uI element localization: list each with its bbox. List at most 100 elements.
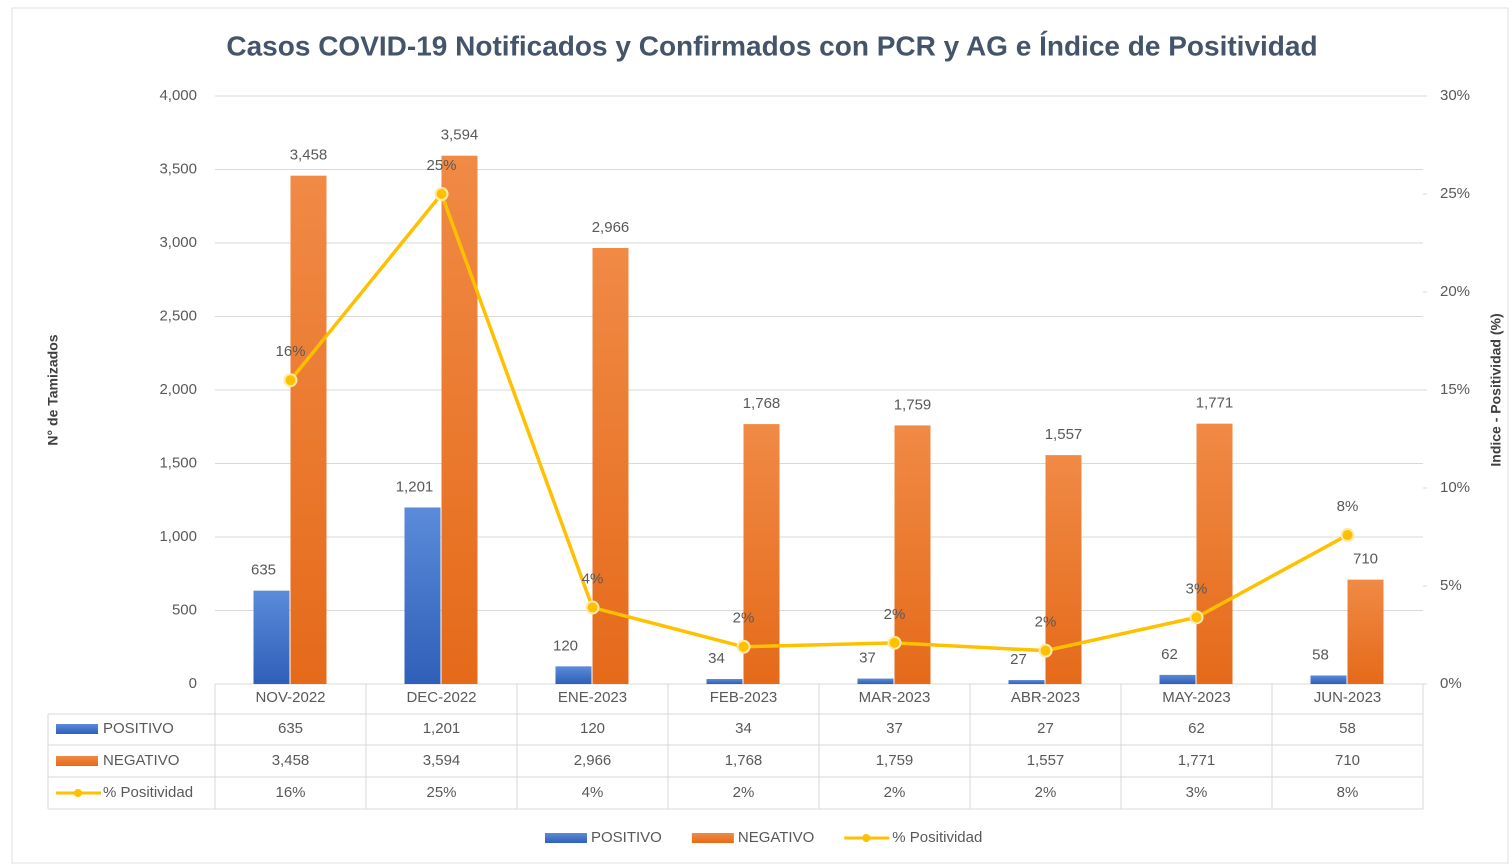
bar [1310, 675, 1347, 684]
y2-tick-label: 25% [1440, 185, 1470, 202]
bar-value-label: 34 [708, 650, 725, 667]
line-point [434, 187, 449, 201]
y2-tick-label: 20% [1440, 283, 1470, 300]
bar [857, 678, 894, 684]
line-point [887, 635, 902, 650]
table-key [56, 724, 98, 734]
y-tick-label: 500 [172, 601, 197, 618]
bar-value-label: 1,768 [743, 395, 781, 412]
legend-key [862, 834, 871, 842]
bar-value-label: 3,594 [441, 127, 479, 144]
bar [555, 666, 592, 684]
bar [404, 507, 441, 684]
table-cell: 27 [1037, 720, 1054, 737]
table-cell: 1,201 [423, 720, 461, 737]
line-point [585, 600, 600, 615]
y-tick-label: 3,000 [159, 234, 197, 251]
x-tick-label: FEB-2023 [710, 689, 778, 706]
bar [441, 155, 478, 684]
table-cell: 1,768 [725, 752, 763, 769]
bar [290, 175, 327, 684]
legend-label: POSITIVO [591, 829, 662, 846]
table-cell: 120 [580, 720, 605, 737]
bar-value-label: 1,201 [396, 478, 434, 495]
line-point [283, 373, 298, 388]
bar-value-label: 27 [1010, 651, 1027, 668]
y2-tick-label: 30% [1440, 87, 1470, 104]
y2-tick-label: 5% [1440, 577, 1462, 594]
chart-title: Casos COVID-19 Notificados y Confirmados… [226, 30, 1317, 61]
table-series-name: % Positividad [103, 784, 193, 801]
table-cell: 16% [275, 784, 305, 801]
table-cell: 1,759 [876, 752, 914, 769]
table-cell: 1,771 [1178, 752, 1216, 769]
table-cell: 2,966 [574, 752, 612, 769]
x-tick-label: DEC-2022 [406, 689, 476, 706]
bar-value-label: 58 [1312, 646, 1329, 663]
bar-value-label: 2,966 [592, 219, 630, 236]
table-key [74, 789, 82, 797]
y-tick-label: 3,500 [159, 160, 197, 177]
table-series-name: POSITIVO [103, 720, 174, 737]
x-tick-label: ENE-2023 [558, 689, 627, 706]
table-key [56, 756, 98, 766]
bar-value-label: 1,771 [1196, 395, 1234, 412]
line-value-label: 2% [1035, 614, 1057, 631]
table-cell: 2% [884, 784, 906, 801]
table-cell: 710 [1335, 752, 1360, 769]
bar [743, 424, 780, 684]
table-cell: 8% [1337, 784, 1359, 801]
legend-key [545, 833, 587, 843]
y2-tick-label: 15% [1440, 381, 1470, 398]
line-value-label: 4% [582, 571, 604, 588]
table-cell: 58 [1339, 720, 1356, 737]
table-cell: 2% [733, 784, 755, 801]
x-tick-label: JUN-2023 [1314, 689, 1382, 706]
y2-axis-label: Indice - Positividad (%) [1488, 313, 1504, 466]
bar [1347, 579, 1384, 684]
bar-value-label: 37 [859, 650, 876, 667]
table-cell: 635 [278, 720, 303, 737]
x-tick-label: NOV-2022 [255, 689, 325, 706]
line-value-label: 2% [884, 606, 906, 623]
line-point [1340, 528, 1355, 543]
line-value-label: 2% [733, 610, 755, 627]
line-point [736, 639, 751, 654]
table-cell: 4% [582, 784, 604, 801]
bar-value-label: 1,557 [1045, 426, 1083, 443]
line-value-label: 16% [275, 343, 305, 360]
x-tick-label: MAY-2023 [1162, 689, 1230, 706]
y-tick-label: 2,500 [159, 307, 197, 324]
legend-key [691, 833, 734, 843]
bar-value-label: 1,759 [894, 396, 932, 413]
bar-value-label: 62 [1161, 646, 1178, 663]
table-cell: 2% [1035, 784, 1057, 801]
bar-value-label: 3,458 [290, 147, 328, 164]
table-series-name: NEGATIVO [103, 752, 179, 769]
table-cell: 1,557 [1027, 752, 1065, 769]
legend-label: NEGATIVO [738, 829, 814, 846]
line [289, 190, 1349, 653]
bar [1008, 680, 1045, 684]
y-tick-label: 0 [189, 675, 197, 692]
y2-tick-label: 0% [1440, 675, 1462, 692]
line-value-label: 3% [1186, 580, 1208, 597]
x-tick-label: MAR-2023 [859, 689, 931, 706]
table-cell: 25% [426, 784, 456, 801]
y-axis-label: N° de Tamizados [45, 334, 61, 445]
bar-value-label: 635 [251, 562, 276, 579]
y-tick-label: 4,000 [159, 87, 197, 104]
bar [1159, 674, 1196, 684]
bar [253, 590, 290, 684]
y-tick-label: 1,500 [159, 454, 197, 471]
line-value-label: 8% [1337, 498, 1359, 515]
table-cell: 3,594 [423, 752, 461, 769]
bar [1196, 423, 1233, 684]
x-tick-label: ABR-2023 [1011, 689, 1080, 706]
bar-value-label: 710 [1353, 551, 1378, 568]
y-tick-label: 1,000 [159, 528, 197, 545]
y-tick-label: 2,000 [159, 381, 197, 398]
bar [592, 247, 629, 685]
bar [706, 679, 743, 684]
table-cell: 62 [1188, 720, 1205, 737]
